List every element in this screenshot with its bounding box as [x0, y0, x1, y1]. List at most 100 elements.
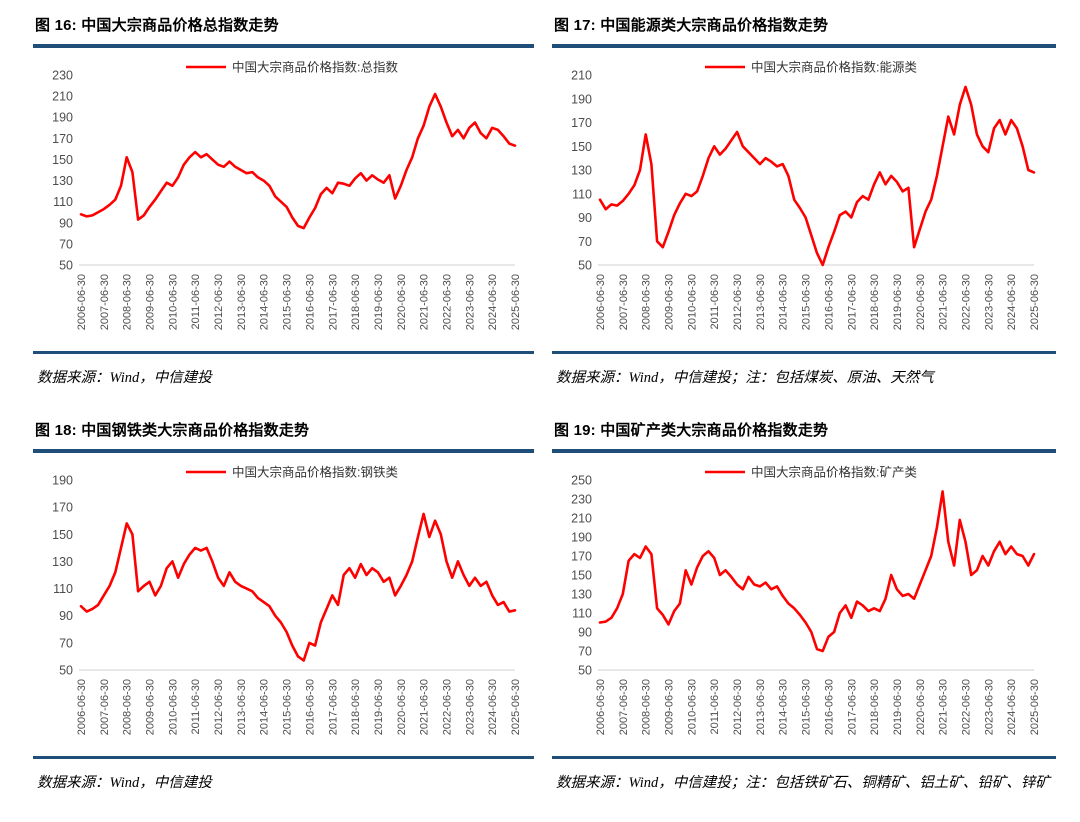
- x-axis-labels: 2006-06-30 2007-06-30 2008-06-30 2009-06-30…: [595, 274, 1041, 330]
- x-tick-label: 2014-06-30: [259, 274, 271, 330]
- series-line: [79, 92, 517, 230]
- y-tick-label: 50: [59, 259, 73, 273]
- x-tick-label: 2009-06-30: [664, 274, 676, 330]
- x-tick-label: 2019-06-30: [892, 679, 904, 735]
- figure-title: 图 16: 中国大宗商品价格总指数走势: [35, 17, 279, 34]
- y-axis-labels: 250 230 210 190 170 150 130 110 90 70 50: [571, 474, 592, 678]
- x-tick-label: 2008-06-30: [641, 679, 653, 735]
- x-tick-label: 2019-06-30: [892, 274, 904, 330]
- series-line: [79, 512, 517, 662]
- y-tick-label: 110: [53, 195, 73, 209]
- y-tick-label: 170: [52, 501, 73, 515]
- x-tick-label: 2025-06-30: [1029, 274, 1041, 330]
- y-tick-label: 150: [52, 153, 73, 167]
- x-tick-label: 2010-06-30: [686, 679, 698, 735]
- x-tick-label: 2008-06-30: [122, 679, 134, 735]
- x-tick-label: 2007-06-30: [618, 274, 630, 330]
- price-index-chart: 中国大宗商品价格指数:矿产类 250 230 210 190 170 150 130 110 90…: [571, 465, 1041, 736]
- chart-legend: 中国大宗商品价格指数:矿产类: [705, 465, 917, 480]
- x-tick-label: 2023-06-30: [983, 274, 995, 330]
- y-tick-label: 90: [578, 211, 592, 225]
- y-tick-label: 150: [571, 569, 592, 583]
- x-tick-label: 2013-06-30: [236, 274, 248, 330]
- x-tick-label: 2023-06-30: [983, 679, 995, 735]
- x-tick-label: 2006-06-30: [76, 679, 88, 735]
- x-tick-label: 2020-06-30: [915, 679, 927, 735]
- y-tick-label: 110: [572, 607, 592, 621]
- x-tick-label: 2015-06-30: [282, 274, 294, 330]
- x-tick-label: 2008-06-30: [122, 274, 134, 330]
- y-tick-label: 50: [578, 259, 592, 273]
- x-tick-label: 2025-06-30: [510, 679, 522, 735]
- x-tick-label: 2020-06-30: [915, 274, 927, 330]
- x-tick-label: 2021-06-30: [938, 679, 950, 735]
- y-tick-label: 70: [578, 645, 592, 659]
- figure-title: 图 19: 中国矿产类大宗商品价格指数走势: [554, 422, 829, 439]
- source-rule: [552, 756, 1056, 759]
- y-axis-labels: 230 210 190 170 150 130 110 90 70 50: [52, 69, 73, 273]
- x-tick-label: 2013-06-30: [755, 679, 767, 735]
- y-axis-labels: 210 190 170 150 130 110 90 70 50: [571, 69, 592, 273]
- y-tick-label: 230: [52, 69, 73, 83]
- x-tick-label: 2010-06-30: [686, 274, 698, 330]
- x-tick-label: 2011-06-30: [709, 274, 721, 329]
- x-tick-label: 2010-06-30: [167, 274, 179, 330]
- y-tick-label: 130: [52, 174, 73, 188]
- figure-16: 图 16: 中国大宗商品价格总指数走势 中国大宗商品价格指数:总指数 230 210 1…: [0, 0, 540, 405]
- x-tick-label: 2007-06-30: [99, 274, 111, 330]
- y-tick-label: 190: [52, 111, 73, 125]
- source-rule: [33, 351, 534, 354]
- x-tick-label: 2021-06-30: [938, 274, 950, 330]
- legend-label: 中国大宗商品价格指数:钢铁类: [232, 465, 398, 480]
- y-tick-label: 50: [59, 664, 73, 678]
- x-tick-label: 2023-06-30: [464, 274, 476, 330]
- x-tick-label: 2019-06-30: [373, 679, 385, 735]
- x-axis-labels: 2006-06-30 2007-06-30 2008-06-30 2009-06-30…: [76, 679, 522, 735]
- x-tick-label: 2006-06-30: [595, 679, 607, 735]
- x-tick-label: 2017-06-30: [846, 679, 858, 735]
- x-tick-label: 2024-06-30: [487, 679, 499, 735]
- y-tick-label: 90: [578, 626, 592, 640]
- figure-18: 图 18: 中国钢铁类大宗商品价格指数走势中国大宗商品价格指数:钢铁类 190 17…: [0, 405, 540, 822]
- series-line: [598, 490, 1036, 653]
- x-tick-label: 2022-06-30: [960, 679, 972, 735]
- x-tick-label: 2012-06-30: [213, 679, 225, 735]
- source-rule: [33, 756, 534, 759]
- y-tick-label: 70: [59, 237, 73, 251]
- y-tick-label: 130: [52, 555, 73, 569]
- figure-title: 图 18: 中国钢铁类大宗商品价格指数走势: [35, 422, 310, 439]
- legend-label: 中国大宗商品价格指数:能源类: [751, 60, 917, 75]
- figure-19: 图 19: 中国矿产类大宗商品价格指数走势 中国大宗商品价格指数:矿产类 250 23…: [540, 405, 1080, 822]
- x-tick-label: 2011-06-30: [190, 679, 202, 734]
- price-index-chart: 中国大宗商品价格指数:钢铁类 190 170 150 130 110 90 70 502006-…: [52, 465, 522, 736]
- y-axis-labels: 190 170 150 130 110 90 70 50: [52, 474, 73, 678]
- chart-area: 中国大宗商品价格指数:能源类 210 190 170 150 130 110 90 70 50 20…: [558, 57, 1056, 349]
- price-index-chart: 中国大宗商品价格指数:总指数 230 210 190 170 150 130 110 90 70 5…: [52, 60, 522, 331]
- data-source: 数据来源：Wind，中信建投；注：包括铁矿石、铜精矿、铝土矿、铅矿、锌矿: [556, 774, 1050, 791]
- x-tick-label: 2007-06-30: [618, 679, 630, 735]
- title-rule: [552, 44, 1056, 48]
- y-tick-label: 190: [571, 92, 592, 106]
- y-tick-label: 90: [59, 609, 73, 623]
- x-tick-label: 2016-06-30: [823, 679, 835, 735]
- x-tick-label: 2012-06-30: [213, 274, 225, 330]
- x-tick-label: 2019-06-30: [373, 274, 385, 330]
- x-tick-label: 2011-06-30: [709, 679, 721, 734]
- x-tick-label: 2014-06-30: [259, 679, 271, 735]
- y-tick-label: 90: [59, 216, 73, 230]
- x-tick-label: 2015-06-30: [801, 274, 813, 330]
- x-tick-label: 2013-06-30: [755, 274, 767, 330]
- y-tick-label: 190: [52, 474, 73, 488]
- y-tick-label: 130: [571, 588, 592, 602]
- title-rule: [33, 44, 534, 48]
- title-rule: [552, 449, 1056, 453]
- x-tick-label: 2009-06-30: [145, 274, 157, 330]
- x-tick-label: 2017-06-30: [327, 274, 339, 330]
- series-line: [598, 85, 1036, 267]
- y-tick-label: 230: [571, 493, 592, 507]
- x-tick-label: 2009-06-30: [664, 679, 676, 735]
- x-axis-labels: 2006-06-30 2007-06-30 2008-06-30 2009-06-30…: [76, 274, 522, 330]
- source-rule: [552, 351, 1056, 354]
